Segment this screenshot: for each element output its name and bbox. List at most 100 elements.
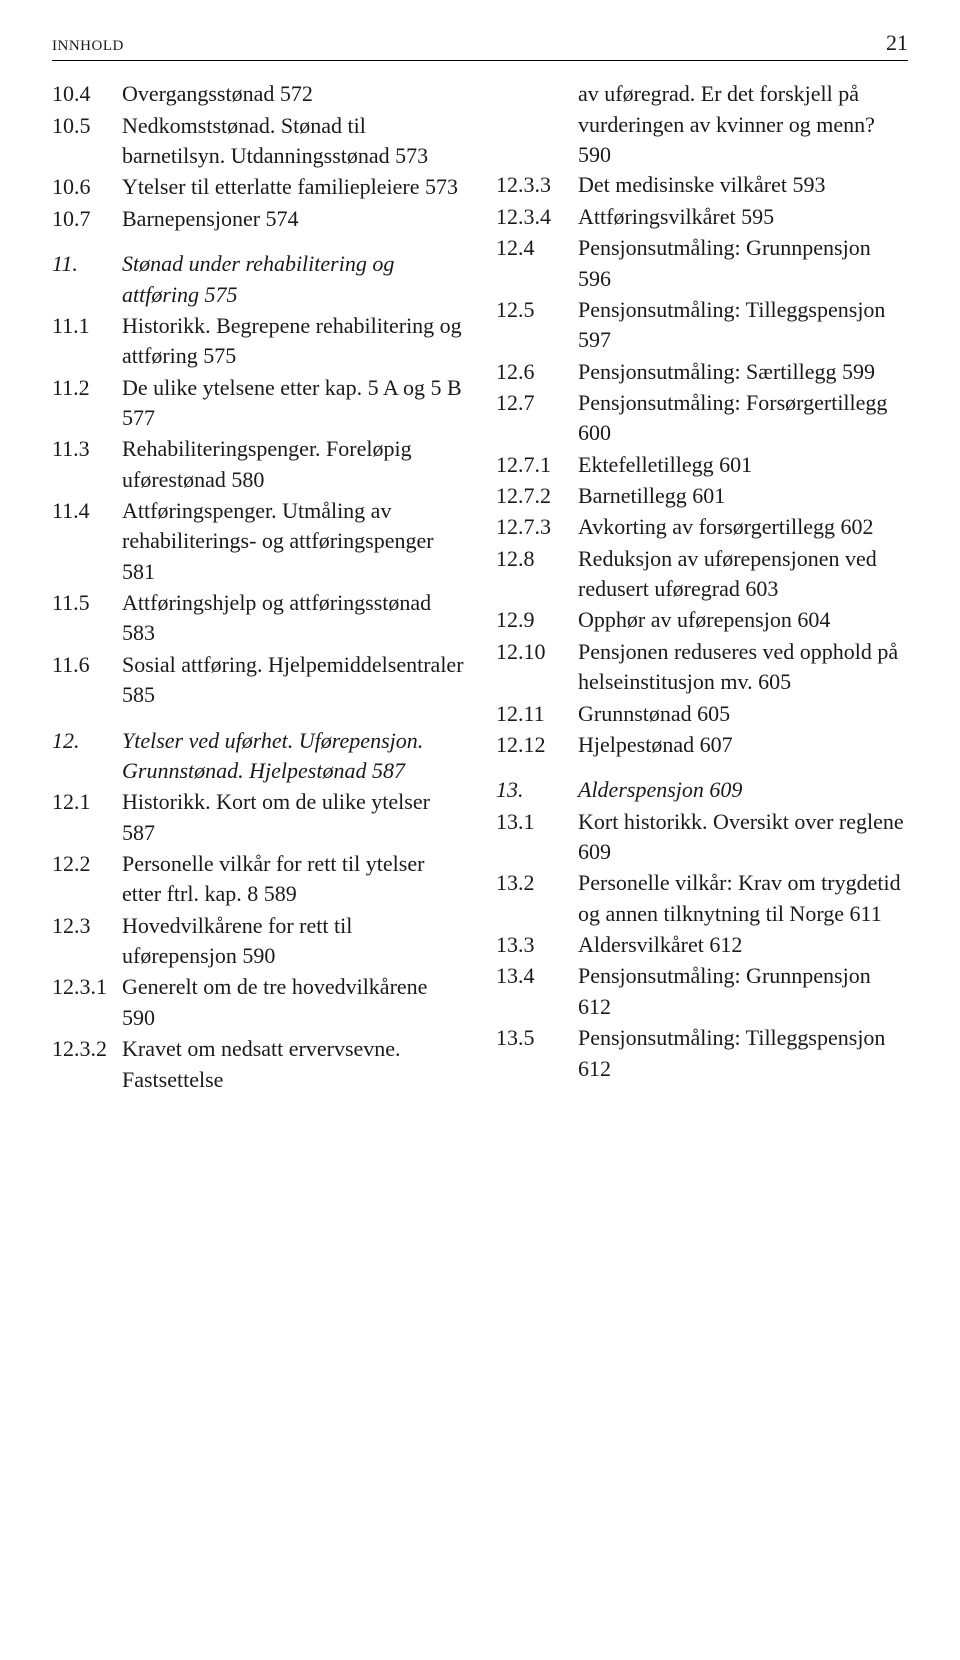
toc-text: Barnetillegg 601 bbox=[578, 481, 908, 511]
spacer bbox=[52, 712, 464, 726]
toc-entry: 11.Stønad under rehabilitering og attfør… bbox=[52, 249, 464, 310]
toc-entry: 12.7.2Barnetillegg 601 bbox=[496, 481, 908, 511]
toc-text: Opphør av uførepensjon 604 bbox=[578, 605, 908, 635]
toc-number: 12.5 bbox=[496, 295, 578, 356]
toc-entry: 11.1Historikk. Begrepene rehabilitering … bbox=[52, 311, 464, 372]
toc-number: 12.7.2 bbox=[496, 481, 578, 511]
toc-number: 12.8 bbox=[496, 544, 578, 605]
toc-number: 12.11 bbox=[496, 699, 578, 729]
toc-entry: 12.2Personelle vilkår for rett til ytels… bbox=[52, 849, 464, 910]
header-label: INNHOLD bbox=[52, 36, 124, 57]
toc-number: 13. bbox=[496, 775, 578, 805]
toc-number: 12.7 bbox=[496, 388, 578, 449]
toc-text: Ytelser ved uførhet. Uførepensjon. Grunn… bbox=[122, 726, 464, 787]
toc-number: 12. bbox=[52, 726, 122, 787]
toc-entry: 13.Alderspensjon 609 bbox=[496, 775, 908, 805]
toc-text: Nedkomststønad. Stønad til barnetilsyn. … bbox=[122, 111, 464, 172]
toc-number: 12.10 bbox=[496, 637, 578, 698]
toc-number: 12.7.3 bbox=[496, 512, 578, 542]
toc-text: Attføringshjelp og attføringsstønad 583 bbox=[122, 588, 464, 649]
toc-entry: 13.5Pensjonsutmåling: Tilleggspensjon 61… bbox=[496, 1023, 908, 1084]
toc-entry: 10.6Ytelser til etterlatte familiepleier… bbox=[52, 172, 464, 202]
toc-number: 11.5 bbox=[52, 588, 122, 649]
spacer bbox=[496, 761, 908, 775]
toc-entry: 12.12Hjelpestønad 607 bbox=[496, 730, 908, 760]
toc-number: 12.1 bbox=[52, 787, 122, 848]
toc-text: Aldersvilkåret 612 bbox=[578, 930, 908, 960]
spacer bbox=[52, 235, 464, 249]
toc-number: 11.1 bbox=[52, 311, 122, 372]
toc-text: Pensjonsutmåling: Grunnpensjon 612 bbox=[578, 961, 908, 1022]
toc-columns: 10.4Overgangsstønad 57210.5Nedkomststøna… bbox=[52, 79, 908, 1096]
toc-number: 13.2 bbox=[496, 868, 578, 929]
toc-text: Det medisinske vilkåret 593 bbox=[578, 170, 908, 200]
toc-text: Ytelser til etterlatte familiepleiere 57… bbox=[122, 172, 464, 202]
toc-text: Alderspensjon 609 bbox=[578, 775, 908, 805]
toc-entry: 11.2De ulike ytelsene etter kap. 5 A og … bbox=[52, 373, 464, 434]
toc-text: Pensjonsutmåling: Grunnpensjon 596 bbox=[578, 233, 908, 294]
toc-number: 12.3.1 bbox=[52, 972, 122, 1033]
toc-number: 10.6 bbox=[52, 172, 122, 202]
toc-entry: 12.7.3Avkorting av forsørgertillegg 602 bbox=[496, 512, 908, 542]
toc-entry: 13.3Aldersvilkåret 612 bbox=[496, 930, 908, 960]
toc-entry: 11.4Attføringspenger. Utmåling av rehabi… bbox=[52, 496, 464, 587]
toc-number: 12.7.1 bbox=[496, 450, 578, 480]
toc-entry: 12.3Hovedvilkårene for rett til uførepen… bbox=[52, 911, 464, 972]
toc-entry: 12.9Opphør av uførepensjon 604 bbox=[496, 605, 908, 635]
toc-text: Hjelpestønad 607 bbox=[578, 730, 908, 760]
toc-entry: 12.10Pensjonen reduseres ved opphold på … bbox=[496, 637, 908, 698]
toc-entry: 10.7Barnepensjoner 574 bbox=[52, 204, 464, 234]
toc-text: Rehabiliteringspenger. Foreløpig uførest… bbox=[122, 434, 464, 495]
toc-number: 13.4 bbox=[496, 961, 578, 1022]
toc-number: 11.4 bbox=[52, 496, 122, 587]
toc-entry: 13.1Kort historikk. Oversikt over reglen… bbox=[496, 807, 908, 868]
toc-entry: 13.4Pensjonsutmåling: Grunnpensjon 612 bbox=[496, 961, 908, 1022]
toc-number: 12.6 bbox=[496, 357, 578, 387]
toc-text: Overgangsstønad 572 bbox=[122, 79, 464, 109]
toc-entry: 13.2Personelle vilkår: Krav om trygdetid… bbox=[496, 868, 908, 929]
toc-number: 12.4 bbox=[496, 233, 578, 294]
toc-entry: 12.4Pensjonsutmåling: Grunnpensjon 596 bbox=[496, 233, 908, 294]
toc-entry: 12.3.3Det medisinske vilkåret 593 bbox=[496, 170, 908, 200]
toc-text: Reduksjon av uførepensjonen ved redusert… bbox=[578, 544, 908, 605]
toc-number: 10.5 bbox=[52, 111, 122, 172]
toc-entry: 12.3.1Generelt om de tre hovedvilkårene … bbox=[52, 972, 464, 1033]
toc-text: av uføregrad. Er det forskjell på vurder… bbox=[578, 81, 875, 167]
toc-text: Avkorting av forsørgertillegg 602 bbox=[578, 512, 908, 542]
toc-text: Attføringsvilkåret 595 bbox=[578, 202, 908, 232]
toc-entry: 11.6Sosial attføring. Hjelpemiddelsentra… bbox=[52, 650, 464, 711]
toc-text: Pensjonsutmåling: Forsørgertillegg 600 bbox=[578, 388, 908, 449]
toc-number: 13.5 bbox=[496, 1023, 578, 1084]
toc-text: Pensjonsutmåling: Tilleggspensjon 597 bbox=[578, 295, 908, 356]
toc-number: 11. bbox=[52, 249, 122, 310]
toc-text: Kort historikk. Oversikt over reglene 60… bbox=[578, 807, 908, 868]
toc-text: Historikk. Begrepene rehabilitering og a… bbox=[122, 311, 464, 372]
toc-text: Personelle vilkår for rett til ytelser e… bbox=[122, 849, 464, 910]
toc-entry: 11.3Rehabiliteringspenger. Foreløpig ufø… bbox=[52, 434, 464, 495]
toc-continuation: av uføregrad. Er det forskjell på vurder… bbox=[496, 79, 908, 170]
toc-text: Pensjonen reduseres ved opphold på helse… bbox=[578, 637, 908, 698]
page-header: INNHOLD 21 bbox=[52, 28, 908, 61]
toc-entry: 12.5Pensjonsutmåling: Tilleggspensjon 59… bbox=[496, 295, 908, 356]
toc-text: Pensjonsutmåling: Tilleggspensjon 612 bbox=[578, 1023, 908, 1084]
toc-entry: 12.3.4Attføringsvilkåret 595 bbox=[496, 202, 908, 232]
toc-text: Attføringspenger. Utmåling av rehabilite… bbox=[122, 496, 464, 587]
toc-number: 12.3 bbox=[52, 911, 122, 972]
toc-text: Pensjonsutmåling: Særtillegg 599 bbox=[578, 357, 908, 387]
toc-left-column: 10.4Overgangsstønad 57210.5Nedkomststøna… bbox=[52, 79, 464, 1096]
toc-entry: 12.Ytelser ved uførhet. Uførepensjon. Gr… bbox=[52, 726, 464, 787]
toc-number: 11.2 bbox=[52, 373, 122, 434]
toc-number: 12.12 bbox=[496, 730, 578, 760]
page-number: 21 bbox=[886, 28, 908, 58]
toc-number: 11.3 bbox=[52, 434, 122, 495]
toc-entry: 12.3.2Kravet om nedsatt ervervsevne. Fas… bbox=[52, 1034, 464, 1095]
toc-text: Sosial attføring. Hjelpemiddelsentraler … bbox=[122, 650, 464, 711]
toc-entry: 10.4Overgangsstønad 572 bbox=[52, 79, 464, 109]
toc-entry: 12.8Reduksjon av uførepensjonen ved redu… bbox=[496, 544, 908, 605]
toc-text: Stønad under rehabilitering og attføring… bbox=[122, 249, 464, 310]
toc-number: 10.7 bbox=[52, 204, 122, 234]
toc-entry: 12.7Pensjonsutmåling: Forsørgertillegg 6… bbox=[496, 388, 908, 449]
toc-entry: 10.5Nedkomststønad. Stønad til barnetils… bbox=[52, 111, 464, 172]
toc-number: 12.3.2 bbox=[52, 1034, 122, 1095]
toc-number: 12.3.3 bbox=[496, 170, 578, 200]
